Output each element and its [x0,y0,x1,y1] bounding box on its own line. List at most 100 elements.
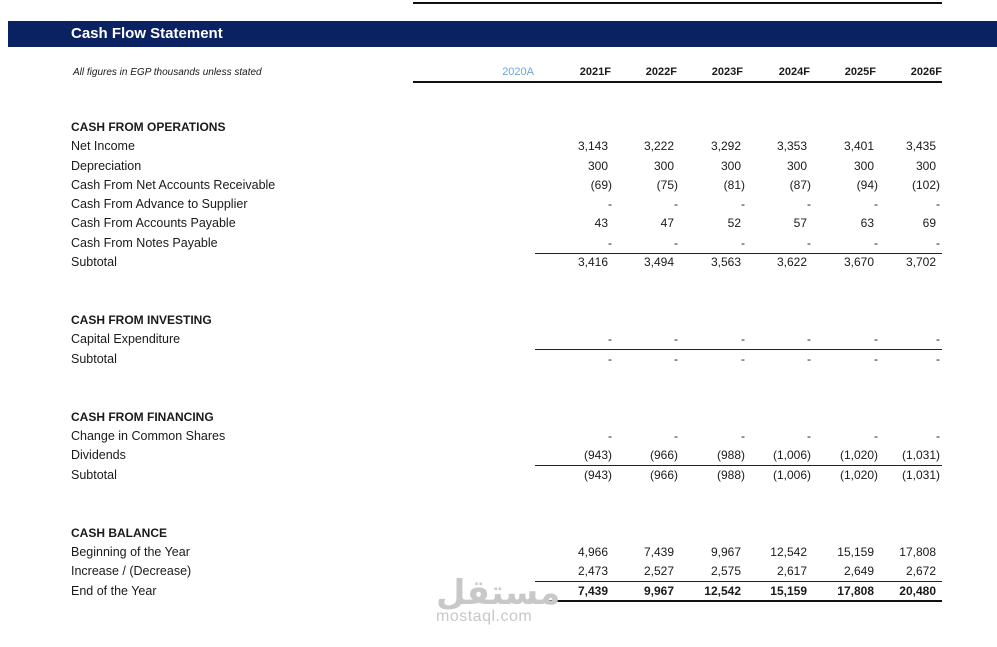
watermark-arabic: مستقل [436,573,561,613]
cell: - [608,429,612,443]
cell: 20,480 [899,584,936,598]
cell: 9,967 [710,545,741,559]
cell: 2,649 [843,564,874,578]
cell: 300 [915,159,936,173]
cell: 3,435 [905,139,936,153]
cell: - [874,197,878,211]
section-operations-heading: CASH FROM OPERATIONS [71,120,226,134]
cell: (943) [583,468,612,482]
cell: - [608,352,612,366]
cell: 300 [853,159,874,173]
cell: - [874,236,878,250]
cell: - [741,197,745,211]
cell: - [936,332,940,346]
cell: 47 [660,216,674,230]
row-label-subtotal: Subtotal [71,352,117,366]
cell: (1,031) [901,448,940,462]
cell: 52 [727,216,741,230]
section-investing-heading: CASH FROM INVESTING [71,313,212,327]
watermark-latin: mostaql.com [436,608,533,625]
watermark: مستقل mostaql.com [436,574,560,626]
cell: - [741,429,745,443]
header-rule [413,81,942,83]
cell: - [674,197,678,211]
cell: (1,020) [839,468,878,482]
cell: 3,353 [776,139,807,153]
cell: 57 [793,216,807,230]
cell: - [874,352,878,366]
cell: 7,439 [577,584,608,598]
col-header-2021f: 2021F [579,66,611,78]
total-rule-top [535,581,942,582]
cell: - [807,332,811,346]
cell: 300 [720,159,741,173]
cell: 17,808 [837,584,874,598]
cell: (102) [911,178,940,192]
row-label: Cash From Accounts Payable [71,216,236,230]
cell: (69) [590,178,612,192]
cell: 2,527 [643,564,674,578]
col-header-2022f: 2022F [645,66,677,78]
cell: - [608,197,612,211]
cell: - [674,352,678,366]
cell: 12,542 [770,545,807,559]
row-label: Cash From Notes Payable [71,236,218,250]
cell: (1,020) [839,448,878,462]
cell: 12,542 [704,584,741,598]
cell: 3,563 [710,255,741,269]
cell: - [741,352,745,366]
cell: - [807,429,811,443]
cell: (1,006) [772,448,811,462]
cell: (1,031) [901,468,940,482]
row-label-end-of-year: End of the Year [71,584,157,598]
cell: (943) [583,448,612,462]
row-label: Depreciation [71,159,142,173]
cell: - [807,197,811,211]
cell: 63 [860,216,874,230]
cell: (988) [716,448,745,462]
page-title: Cash Flow Statement [71,25,223,42]
row-label: Net Income [71,139,135,153]
cell: 17,808 [899,545,936,559]
cell: 69 [922,216,936,230]
cell: 3,670 [843,255,874,269]
row-label-subtotal: Subtotal [71,468,117,482]
cell: 43 [594,216,608,230]
cell: (94) [856,178,878,192]
cell: 3,494 [643,255,674,269]
cell: 3,416 [577,255,608,269]
cell: 300 [786,159,807,173]
row-label: Beginning of the Year [71,545,190,559]
row-label: Change in Common Shares [71,429,226,443]
cell: 9,967 [643,584,674,598]
cell: 15,159 [837,545,874,559]
cell: (75) [656,178,678,192]
cell: - [741,236,745,250]
row-label: Increase / (Decrease) [71,564,192,578]
cell: 3,622 [776,255,807,269]
col-header-2025f: 2025F [844,66,876,78]
cell: - [874,429,878,443]
cell: 3,222 [643,139,674,153]
cell: 4,966 [577,545,608,559]
cell: - [807,352,811,366]
cell: 3,143 [577,139,608,153]
cell: - [936,236,940,250]
row-label: Cash From Advance to Supplier [71,197,248,211]
cell: 2,672 [905,564,936,578]
cell: 15,159 [770,584,807,598]
cell: - [807,236,811,250]
cell: 2,617 [776,564,807,578]
cell: - [936,197,940,211]
cell: - [608,332,612,346]
cell: 3,702 [905,255,936,269]
col-header-2024f: 2024F [778,66,810,78]
row-label-subtotal: Subtotal [71,255,117,269]
cell: 3,292 [710,139,741,153]
col-header-2020a: 2020A [502,66,534,78]
cell: - [674,236,678,250]
cell: (988) [716,468,745,482]
cell: 2,575 [710,564,741,578]
subtotal-rule [535,349,942,350]
cell: - [936,429,940,443]
